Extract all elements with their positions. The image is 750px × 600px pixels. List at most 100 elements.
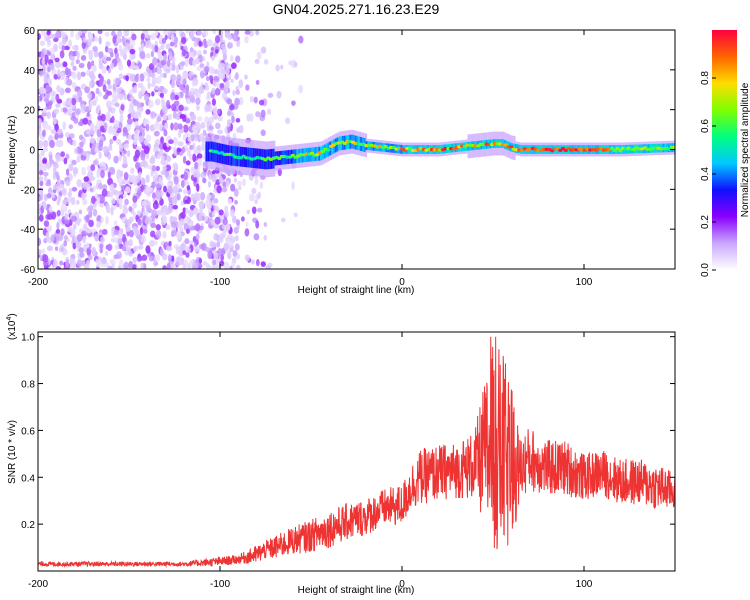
heatmap-cell [68, 163, 74, 172]
heatmap-cell [46, 179, 51, 184]
heatmap-cell [153, 240, 158, 246]
heatmap-cell [162, 230, 167, 239]
heatmap-cell [104, 31, 110, 37]
heatmap-cell [138, 135, 144, 143]
heatmap-cell [98, 144, 103, 152]
heatmap-cell [213, 223, 220, 229]
heatmap-cell [205, 199, 212, 207]
heatmap-cell [190, 144, 194, 150]
heatmap-cell [180, 91, 184, 99]
spectrogram-y-tick-label: 20 [24, 106, 36, 117]
heatmap-cell [206, 75, 210, 82]
heatmap-cell [235, 252, 241, 260]
heatmap-cell [53, 108, 59, 115]
heatmap-cell [96, 220, 102, 227]
heatmap-cell [293, 61, 298, 68]
heatmap-cell [68, 124, 74, 130]
heatmap-cell [137, 188, 142, 196]
heatmap-cell [162, 87, 168, 94]
heatmap-cell [38, 86, 45, 95]
heatmap-cell [105, 41, 111, 47]
heatmap-cell [80, 54, 87, 61]
snr-x-tick-label: -100 [210, 579, 230, 590]
heatmap-cell [225, 180, 230, 188]
heatmap-cell [253, 233, 260, 241]
heatmap-cell [196, 66, 202, 72]
heatmap-cell [235, 219, 241, 226]
heatmap-cell [217, 115, 223, 122]
heatmap-cell [212, 170, 216, 176]
heatmap-cell [96, 170, 100, 179]
heatmap-cell [214, 205, 219, 211]
heatmap-cell [126, 150, 131, 158]
heatmap-cell [60, 243, 65, 249]
heatmap-cell [146, 164, 153, 170]
heatmap-cell [149, 156, 156, 165]
heatmap-cell [211, 210, 216, 218]
heatmap-cell [154, 30, 159, 37]
heatmap-cell [95, 87, 100, 95]
heatmap-cell [181, 49, 187, 57]
heatmap-cell [188, 209, 194, 218]
heatmap-cell [134, 228, 140, 237]
heatmap-cell [219, 82, 225, 89]
heatmap-cell [82, 37, 87, 44]
heatmap-cell [62, 107, 68, 113]
chart-title: GN04.2025.271.16.23.E29 [273, 1, 440, 17]
heatmap-cell [72, 65, 77, 71]
heatmap-cell [211, 98, 216, 106]
heatmap-cell [132, 257, 137, 264]
heatmap-cell [326, 148, 331, 152]
spectrogram-y-label: Frequency (Hz) [7, 116, 18, 185]
heatmap-cell [233, 226, 239, 234]
heatmap-cell [154, 45, 159, 53]
snr-y-tick-label: 1.0 [21, 333, 35, 344]
snr-x-tick-label: 100 [576, 579, 593, 590]
heatmap-cell [232, 250, 237, 257]
heatmap-cell [185, 160, 191, 166]
heatmap-cell [202, 30, 209, 37]
heatmap-cell [182, 264, 187, 269]
heatmap-cell [66, 78, 73, 86]
heatmap-cell [132, 211, 137, 220]
heatmap-cell [201, 135, 205, 144]
heatmap-cell [76, 71, 82, 81]
heatmap-cell [137, 244, 144, 250]
heatmap-cell [276, 90, 282, 99]
heatmap-cell [136, 210, 142, 216]
heatmap-cell [178, 104, 184, 112]
heatmap-cell [231, 215, 237, 224]
heatmap-cell [208, 174, 212, 181]
heatmap-cell [59, 50, 65, 59]
heatmap-cell [41, 65, 46, 75]
heatmap-cell [147, 81, 151, 90]
heatmap-cell [329, 141, 331, 156]
heatmap-cell [162, 215, 168, 224]
heatmap-cell [265, 265, 272, 269]
heatmap-cell [245, 222, 249, 227]
heatmap-cell [62, 199, 68, 205]
heatmap-cell [194, 161, 198, 171]
heatmap-cell [170, 33, 175, 42]
heatmap-cell [139, 227, 144, 236]
heatmap-cell [38, 196, 43, 201]
heatmap-cell [145, 245, 151, 254]
heatmap-cell [76, 50, 80, 60]
heatmap-cell [229, 209, 235, 218]
heatmap-cell [125, 30, 130, 37]
heatmap-cell [76, 233, 83, 242]
heatmap-cell [197, 158, 203, 167]
heatmap-cell [162, 105, 168, 114]
heatmap-cell [64, 45, 70, 51]
heatmap-cell [153, 67, 158, 73]
heatmap-cell [84, 86, 90, 94]
heatmap-cell [176, 193, 181, 201]
heatmap-cell [216, 240, 221, 248]
heatmap-cell [143, 138, 148, 145]
heatmap-cell [154, 200, 158, 205]
heatmap-cell [124, 198, 129, 206]
heatmap-cell [112, 35, 117, 44]
heatmap-cell [130, 167, 135, 174]
heatmap-cell [117, 30, 123, 38]
